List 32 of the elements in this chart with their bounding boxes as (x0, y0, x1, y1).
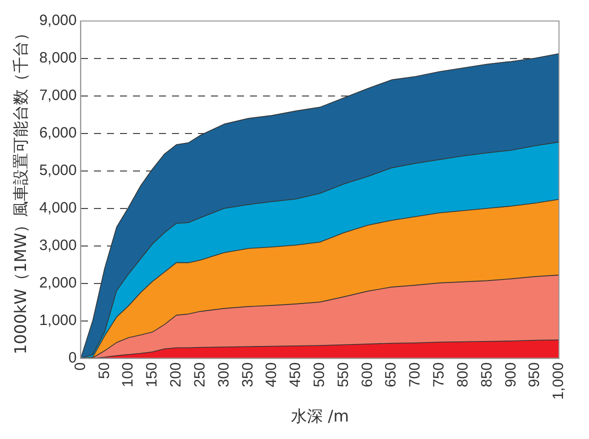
x-tick-label: 100 (120, 362, 137, 388)
y-tick-label: 6,000 (39, 124, 77, 142)
y-tick-label: 8,000 (39, 50, 77, 67)
y-tick-label: 1,000 (39, 312, 77, 329)
y-tick-label: 2,000 (39, 274, 77, 292)
x-tick-label: 900 (502, 362, 520, 388)
y-axis-title: 1000kW（1MW）風車設置可能台数（千台） (10, 24, 30, 354)
x-tick-label: 150 (144, 362, 161, 388)
x-tick-label: 950 (526, 362, 544, 388)
x-tick-label: 50 (96, 362, 113, 379)
y-tick-label: 4,000 (39, 200, 77, 217)
x-tick-label: 0 (72, 362, 89, 371)
x-tick-label: 600 (358, 362, 376, 388)
x-tick-label: 650 (382, 362, 400, 388)
y-tick-label: 9,000 (39, 12, 77, 30)
x-tick-label: 450 (287, 362, 304, 388)
x-tick-label: 750 (430, 362, 448, 388)
x-tick-label: 300 (215, 362, 232, 388)
x-tick-label: 400 (263, 362, 280, 388)
y-tick-label: 7,000 (39, 87, 77, 104)
y-tick-label: 3,000 (39, 236, 77, 254)
x-tick-label: 250 (191, 362, 208, 388)
x-axis-title: 水深 /m (290, 406, 349, 426)
x-tick-label: 350 (239, 362, 256, 388)
x-tick-label: 200 (168, 362, 185, 388)
x-tick-label: 1,000 (550, 362, 568, 400)
x-tick-label: 800 (454, 362, 472, 388)
x-tick-label: 850 (478, 362, 496, 388)
x-tick-label: 550 (334, 362, 352, 388)
y-tick-label: 5,000 (39, 162, 77, 180)
x-tick-label: 500 (311, 362, 328, 388)
x-tick-label: 700 (406, 362, 424, 388)
